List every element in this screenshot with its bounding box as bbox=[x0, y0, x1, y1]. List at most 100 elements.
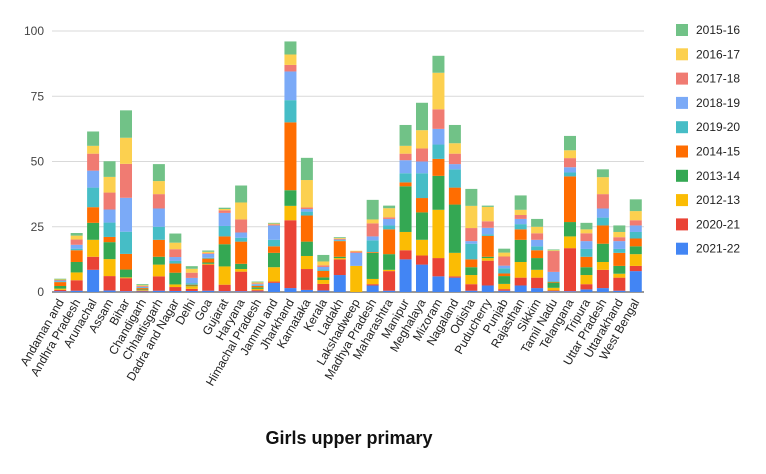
bar-segment bbox=[152, 226, 165, 240]
bar-segment bbox=[399, 153, 412, 161]
bar-segment bbox=[235, 232, 248, 238]
bar-segment bbox=[596, 217, 609, 226]
y-tick-label: 0 bbox=[37, 285, 44, 299]
bar-segment bbox=[169, 260, 182, 264]
bar-segment bbox=[498, 290, 511, 292]
bar-segment bbox=[629, 254, 642, 266]
bar-segment bbox=[202, 258, 215, 263]
bar-segment bbox=[333, 237, 346, 238]
bar-segment bbox=[284, 205, 297, 221]
legend-label: 2017-18 bbox=[696, 72, 740, 86]
y-axis-ticks: 0 25 50 75 100 bbox=[24, 24, 44, 299]
bar-segment bbox=[202, 263, 215, 265]
bar-segment bbox=[531, 269, 544, 278]
bar-segment bbox=[185, 285, 198, 287]
bar-segment bbox=[119, 163, 133, 198]
bar-segment bbox=[596, 194, 609, 209]
bar-segment bbox=[136, 291, 149, 292]
bar-segment bbox=[596, 269, 609, 289]
bar-segment bbox=[136, 290, 149, 292]
bar-segment bbox=[580, 248, 593, 257]
bar-segment bbox=[498, 248, 511, 253]
bar-segment bbox=[514, 215, 527, 219]
bar-segment bbox=[629, 225, 642, 232]
bar-segment bbox=[580, 222, 593, 230]
bar-segment bbox=[563, 167, 577, 173]
bars bbox=[54, 41, 642, 292]
bar-segment bbox=[169, 233, 182, 243]
bar-segment bbox=[136, 284, 149, 286]
bar-segment bbox=[152, 181, 165, 195]
bar-segment bbox=[103, 276, 116, 291]
y-tick-label: 100 bbox=[24, 24, 44, 38]
bar-segment bbox=[415, 173, 429, 199]
bar-segment bbox=[531, 258, 544, 270]
bar-segment bbox=[514, 239, 527, 262]
bar-segment bbox=[432, 276, 445, 292]
bar-segment bbox=[136, 287, 149, 289]
bar-segment bbox=[613, 273, 626, 278]
bar-segment bbox=[185, 266, 198, 269]
bar-segment bbox=[169, 272, 182, 285]
bar-segment bbox=[169, 242, 182, 250]
bar-segment bbox=[531, 239, 544, 247]
bar-segment bbox=[563, 176, 577, 223]
bar-segment bbox=[481, 235, 494, 257]
bar-segment bbox=[300, 255, 313, 270]
bar-segment bbox=[366, 223, 379, 237]
bar-segment bbox=[136, 290, 149, 291]
bar-segment bbox=[514, 218, 527, 225]
bar-segment bbox=[284, 122, 297, 191]
bar-segment bbox=[218, 207, 231, 210]
bar-segment bbox=[251, 281, 264, 283]
bar-segment bbox=[202, 250, 215, 252]
bar-segment bbox=[87, 239, 100, 257]
bar-segment bbox=[284, 71, 297, 101]
bar-segment bbox=[350, 252, 363, 266]
bar-segment bbox=[103, 236, 116, 243]
bar-segment bbox=[54, 279, 67, 280]
bar-segment bbox=[185, 290, 198, 292]
bar-segment bbox=[185, 286, 198, 289]
bar-segment bbox=[366, 278, 379, 285]
bar-segment bbox=[136, 288, 149, 290]
bar-segment bbox=[284, 288, 297, 292]
bar-segment bbox=[465, 243, 478, 260]
bar-segment bbox=[103, 176, 116, 193]
bar-segment bbox=[350, 250, 363, 252]
legend: 2015-16 2016-17 2017-18 2018-19 2019-20 2014-… bbox=[676, 23, 740, 256]
bar-segment bbox=[465, 284, 478, 291]
bar-segment bbox=[498, 289, 511, 291]
legend-swatch bbox=[676, 121, 688, 134]
bar-segment bbox=[366, 219, 379, 224]
bar-segment bbox=[432, 55, 445, 73]
bar-segment bbox=[448, 124, 461, 144]
bar-segment bbox=[514, 261, 527, 278]
gridlines bbox=[52, 30, 644, 293]
bar-segment bbox=[54, 291, 67, 292]
bar-segment bbox=[465, 290, 478, 292]
bar-segment bbox=[596, 243, 609, 262]
bar-segment bbox=[251, 290, 264, 292]
bar-segment bbox=[103, 192, 116, 210]
bar-segment bbox=[465, 205, 478, 229]
bar-segment bbox=[629, 238, 642, 247]
bar-segment bbox=[563, 248, 577, 292]
bar-segment bbox=[317, 269, 330, 271]
bar-segment bbox=[563, 158, 577, 168]
bar-segment bbox=[251, 291, 264, 292]
bar-segment bbox=[333, 275, 346, 292]
bar-segment bbox=[251, 285, 264, 288]
bar-segment bbox=[333, 240, 346, 242]
bar-segment bbox=[547, 250, 560, 252]
bar-segment bbox=[267, 222, 281, 224]
bar-segment bbox=[580, 275, 593, 285]
bar-segment bbox=[70, 280, 83, 291]
bar-segment bbox=[399, 145, 412, 154]
bar-segment bbox=[202, 257, 215, 259]
bar-segment bbox=[235, 291, 248, 292]
bar-segment bbox=[267, 252, 281, 268]
bar-segment bbox=[547, 290, 560, 292]
bar-segment bbox=[119, 278, 133, 292]
bar-segment bbox=[547, 281, 560, 282]
